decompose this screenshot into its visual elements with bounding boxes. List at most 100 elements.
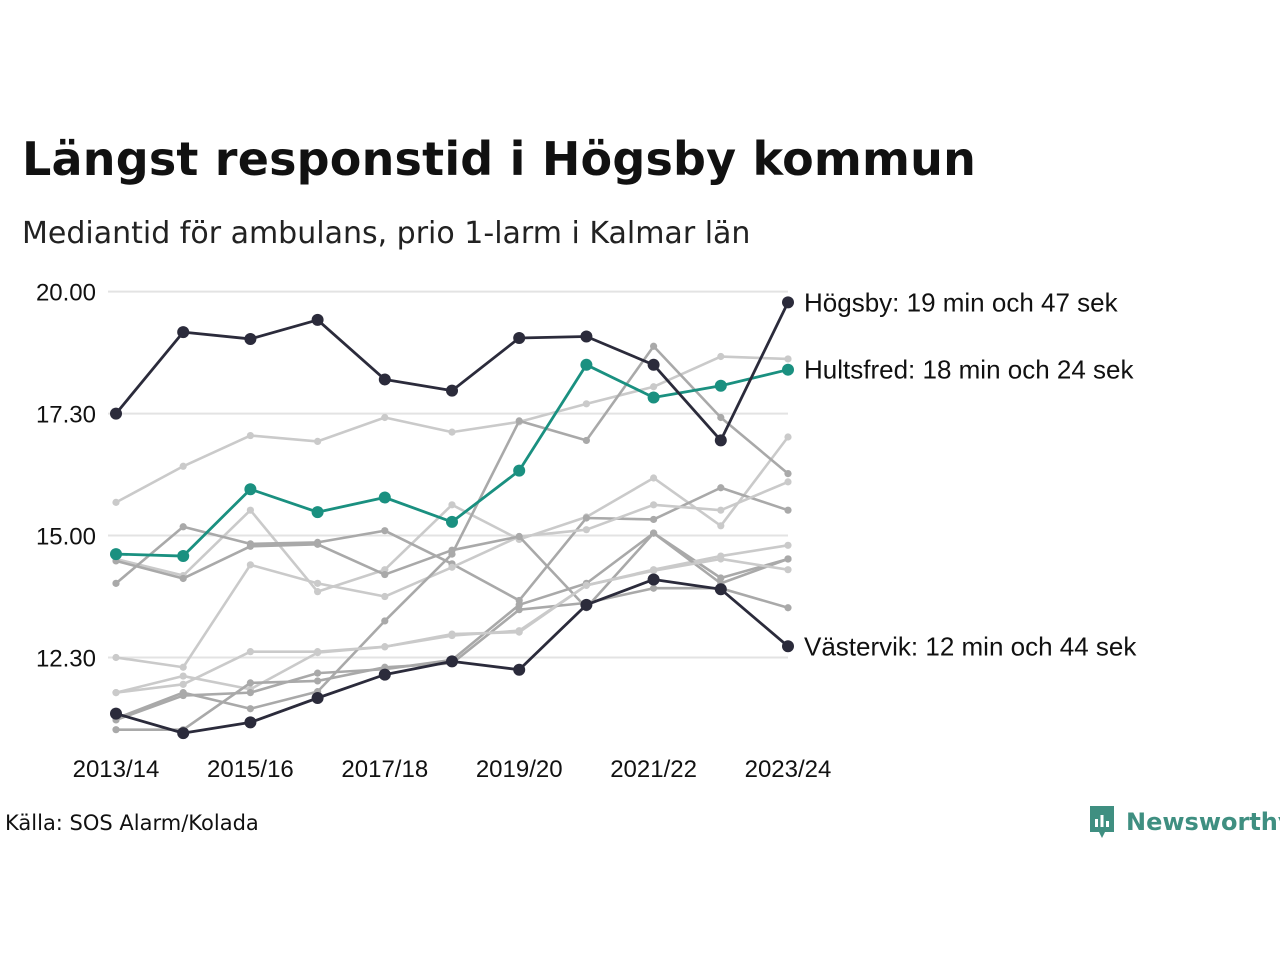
series-line <box>114 557 790 694</box>
data-point <box>381 592 389 601</box>
data-point <box>314 588 322 596</box>
data-point <box>314 437 322 445</box>
data-point <box>448 550 456 558</box>
x-tick-label: 2021/22 <box>610 756 697 783</box>
series-v-stervik <box>110 573 794 740</box>
data-point <box>112 726 120 734</box>
data-point <box>714 379 727 392</box>
data-point <box>246 561 254 569</box>
data-point <box>650 567 658 575</box>
data-point <box>647 573 660 586</box>
data-point <box>179 663 187 671</box>
y-axis-ticks: 12.30 15.00 17.30 20.00 <box>36 280 96 673</box>
annotation-h-gsby: Högsby: 19 min och 47 sek <box>804 287 1119 317</box>
data-point <box>381 570 389 579</box>
data-point <box>246 679 254 687</box>
data-point <box>314 648 322 656</box>
data-point <box>311 506 324 519</box>
data-point <box>582 581 591 589</box>
data-point <box>179 672 187 680</box>
highlighted-series <box>110 296 794 740</box>
data-point <box>515 532 523 541</box>
y-tick-label: 15.00 <box>36 524 96 551</box>
data-point <box>782 640 794 653</box>
series-other <box>112 433 792 596</box>
series-other <box>112 529 792 724</box>
data-point <box>580 330 593 343</box>
data-point <box>381 617 389 625</box>
data-point <box>446 655 458 668</box>
data-point <box>314 540 322 548</box>
data-point <box>110 407 122 420</box>
data-point <box>378 491 391 504</box>
data-point <box>784 433 792 441</box>
background-series <box>112 342 792 734</box>
data-point <box>647 391 660 404</box>
data-point <box>112 498 120 506</box>
data-point <box>714 434 727 447</box>
data-point <box>784 555 792 563</box>
data-point <box>714 583 727 596</box>
chart-subtitle: Mediantid för ambulans, prio 1-larm i Ka… <box>22 216 751 251</box>
data-point <box>513 464 526 477</box>
gridlines <box>108 290 788 659</box>
series-line <box>114 480 790 669</box>
data-point <box>381 413 389 422</box>
data-point <box>246 648 254 656</box>
data-point <box>112 579 120 587</box>
data-point <box>448 631 456 640</box>
data-point <box>513 331 526 344</box>
data-point <box>311 691 324 704</box>
data-point <box>179 691 187 700</box>
data-point <box>784 506 792 514</box>
annotation-v-stervik: Västervik: 12 min och 44 sek <box>804 631 1137 661</box>
data-point <box>179 574 187 583</box>
logo-text: Newsworthy <box>1126 808 1280 836</box>
data-point <box>448 501 456 509</box>
data-point <box>515 606 523 614</box>
data-point <box>580 598 593 611</box>
data-point <box>448 428 456 436</box>
data-point <box>717 522 725 530</box>
source-note: Källa: SOS Alarm/Kolada <box>5 811 259 835</box>
data-point <box>784 604 792 612</box>
data-point <box>515 627 523 635</box>
data-point <box>246 431 254 440</box>
data-point <box>582 400 591 408</box>
data-point <box>179 680 187 688</box>
data-point <box>784 541 792 549</box>
data-point <box>381 643 389 651</box>
data-point <box>112 653 120 662</box>
data-point <box>717 555 725 563</box>
data-point <box>650 383 658 391</box>
series-other <box>112 478 792 671</box>
data-point <box>650 342 658 350</box>
series-other <box>112 555 792 697</box>
y-tick-label: 20.00 <box>36 280 96 307</box>
annotation-hultsfred: Hultsfred: 18 min och 24 sek <box>804 355 1134 385</box>
data-point <box>246 705 254 713</box>
data-point <box>647 358 660 371</box>
data-point <box>244 332 257 345</box>
data-point <box>378 668 391 681</box>
data-point <box>784 478 792 486</box>
data-point <box>179 523 187 531</box>
data-point <box>246 542 254 550</box>
data-point <box>784 566 792 574</box>
data-point <box>446 515 458 528</box>
data-point <box>717 484 725 492</box>
data-point <box>110 707 122 720</box>
data-point <box>246 506 254 514</box>
data-point <box>446 384 458 397</box>
newsworthy-logo: Newsworthy <box>1088 804 1280 840</box>
data-point <box>784 469 792 478</box>
series-annotations: Högsby: 19 min och 47 sek Hultsfred: 18 m… <box>804 287 1137 661</box>
data-point <box>112 689 120 697</box>
data-point <box>582 436 591 445</box>
data-point <box>311 313 324 326</box>
line-chart: 12.30 15.00 17.30 20.00 2013/14 2015/16 2017/… <box>36 280 1137 783</box>
data-point <box>177 550 190 563</box>
data-point <box>717 352 725 361</box>
series-hultsfred <box>110 358 794 563</box>
x-tick-label: 2013/14 <box>73 756 160 783</box>
